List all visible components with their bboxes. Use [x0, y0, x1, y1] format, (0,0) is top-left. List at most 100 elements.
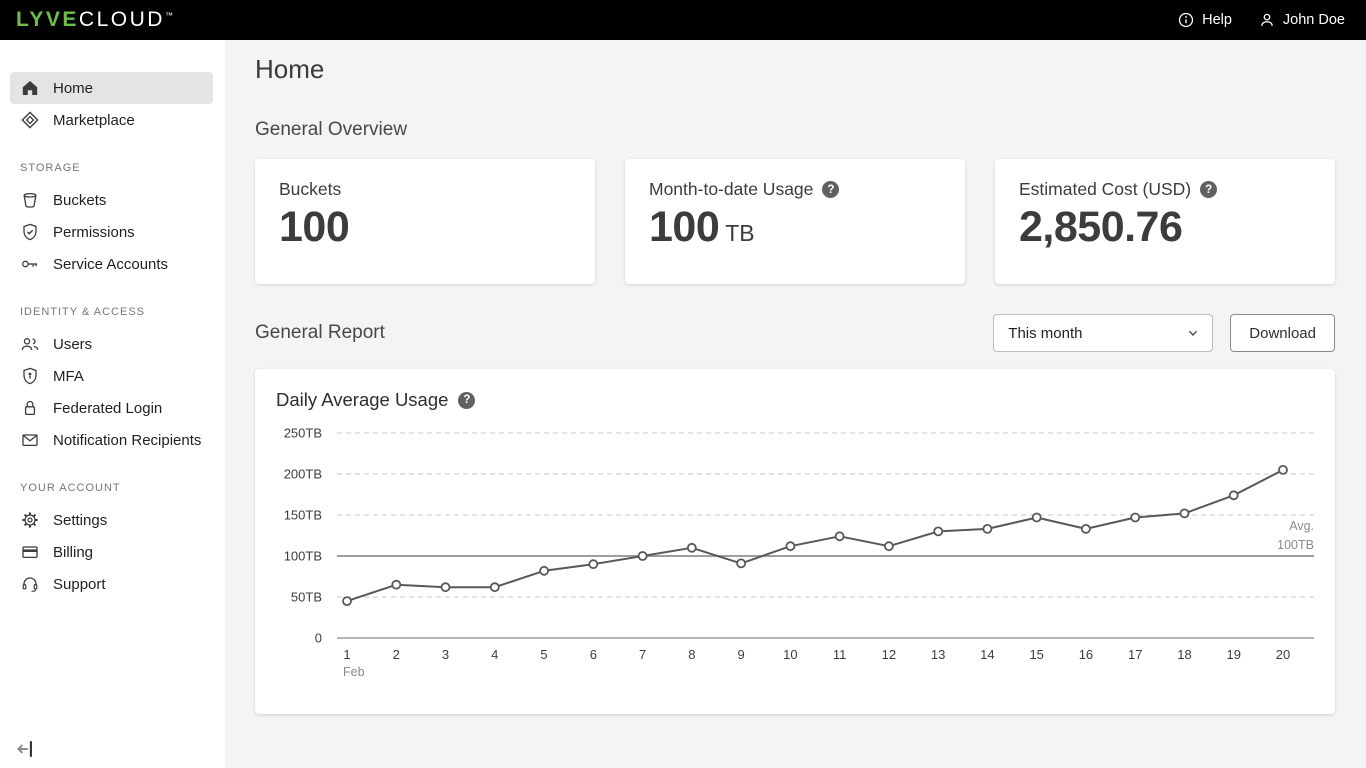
lyvecloud-logo[interactable]: LYVE CLOUD ™	[16, 8, 173, 32]
x-axis-tick-label: 7	[639, 647, 646, 662]
data-point	[489, 582, 500, 593]
sidebar-item-label: Service Accounts	[53, 255, 169, 273]
sidebar-item-label: Billing	[53, 543, 94, 561]
usage-line-series	[346, 469, 1284, 603]
sidebar-item-label: Buckets	[53, 191, 107, 209]
mfa-shield-icon	[23, 367, 37, 385]
buckets-card-label: Buckets	[279, 179, 342, 199]
sidebar-item-mfa[interactable]: MFA	[10, 360, 213, 392]
help-label: Help	[1202, 12, 1232, 28]
general-report-heading: General Report	[255, 322, 385, 343]
sidebar-item-marketplace[interactable]: Marketplace	[10, 104, 213, 136]
sidebar-item-label: Marketplace	[53, 111, 135, 129]
sidebar-item-home[interactable]: Home	[10, 72, 213, 104]
help-button[interactable]: Help	[1177, 11, 1232, 29]
sidebar-item-permissions[interactable]: Permissions	[10, 216, 213, 248]
x-axis-tick-label: 9	[737, 647, 744, 662]
sidebar-item-service-accounts[interactable]: Service Accounts	[10, 248, 213, 280]
home-icon	[22, 81, 38, 95]
logo-cloud: CLOUD	[78, 8, 165, 31]
data-point	[834, 531, 845, 542]
data-point	[637, 551, 648, 561]
sidebar-item-users[interactable]: Users	[10, 328, 213, 360]
gear-icon	[22, 512, 38, 528]
chevron-down-icon	[1189, 330, 1198, 336]
sidebar-section-your-account: YOUR ACCOUNT	[20, 482, 121, 494]
sidebar-item-billing[interactable]: Billing	[10, 536, 213, 568]
x-axis-tick-label: 6	[590, 647, 597, 662]
collapse-sidebar-button[interactable]	[14, 736, 40, 762]
overview-cards-row: Buckets 100 Month-to-date Usage ? 100 TB…	[255, 159, 1335, 284]
user-menu[interactable]: John Doe	[1258, 11, 1345, 29]
usage-card-label: Month-to-date Usage	[649, 179, 814, 199]
y-axis-tick-label: 150TB	[284, 508, 322, 523]
sidebar-section-identity-access: IDENTITY & ACCESS	[20, 306, 145, 318]
x-axis-tick-label: 2	[393, 647, 400, 662]
sidebar-item-label: Federated Login	[53, 399, 163, 417]
average-label: Avg.	[1289, 519, 1314, 533]
period-select[interactable]: This month	[993, 314, 1214, 352]
data-point	[1031, 512, 1042, 523]
x-axis-tick-label: 13	[931, 647, 945, 662]
y-axis-tick-label: 200TB	[284, 467, 322, 482]
sidebar-item-settings[interactable]: Settings	[10, 504, 213, 536]
x-axis-tick-label: 8	[688, 647, 695, 662]
data-point	[1179, 508, 1190, 519]
download-button[interactable]: Download	[1230, 314, 1335, 352]
general-overview-heading: General Overview	[255, 119, 408, 140]
x-axis-tick-label: 10	[783, 647, 797, 662]
data-point	[686, 542, 697, 553]
period-select-value: This month	[1008, 324, 1083, 342]
sidebar-item-label: MFA	[53, 367, 84, 385]
y-axis-tick-label: 0	[315, 631, 322, 646]
logo-trademark: ™	[164, 11, 173, 20]
data-point	[982, 524, 993, 534]
data-point	[736, 558, 747, 569]
x-axis-tick-label: 1	[343, 647, 350, 662]
sidebar-section-storage: STORAGE	[20, 162, 81, 174]
estimated-cost-card: Estimated Cost (USD) ? 2,850.76	[995, 159, 1335, 284]
top-header: LYVE CLOUD ™ Help John Doe	[0, 0, 1366, 40]
x-axis-tick-label: 16	[1079, 647, 1093, 662]
x-axis-tick-label: 5	[540, 647, 547, 662]
data-point	[933, 526, 944, 537]
y-axis-tick-label: 50TB	[291, 590, 322, 605]
sidebar-item-label: Permissions	[53, 223, 135, 241]
user-name: John Doe	[1282, 12, 1345, 28]
cost-card-label: Estimated Cost (USD)	[1019, 179, 1192, 199]
envelope-icon	[22, 434, 38, 447]
x-axis-tick-label: 18	[1177, 647, 1191, 662]
data-point	[1081, 524, 1091, 534]
users-icon	[21, 338, 39, 351]
sidebar-item-label: Notification Recipients	[53, 431, 202, 449]
sidebar-item-buckets[interactable]: Buckets	[10, 184, 213, 216]
x-axis-tick-label: 3	[442, 647, 449, 662]
x-axis-month-label: Feb	[343, 665, 365, 679]
page-title: Home	[255, 54, 325, 84]
main-content: Home General Overview Buckets 100 Month-…	[225, 40, 1366, 768]
data-point	[1278, 465, 1288, 475]
x-axis-tick-label: 4	[491, 647, 498, 662]
x-axis-tick-label: 15	[1029, 647, 1043, 662]
x-axis-tick-label: 17	[1128, 647, 1142, 662]
usage-help-icon[interactable]: ?	[822, 181, 840, 198]
shield-check-icon	[23, 223, 37, 241]
usage-card-unit: TB	[725, 220, 755, 246]
x-axis-tick-label: 20	[1276, 647, 1290, 662]
sidebar-item-federated-login[interactable]: Federated Login	[10, 392, 213, 424]
marketplace-icon	[21, 111, 39, 129]
sidebar-item-notification-recipients[interactable]: Notification Recipients	[10, 424, 213, 456]
credit-card-icon	[22, 546, 38, 559]
sidebar-item-label: Settings	[53, 511, 108, 529]
sidebar-item-label: Users	[53, 335, 93, 353]
x-axis-tick-label: 19	[1227, 647, 1241, 662]
data-point	[391, 579, 402, 590]
chart-help-icon[interactable]: ?	[458, 391, 476, 409]
data-point	[884, 541, 894, 552]
lock-icon	[24, 400, 36, 416]
y-axis-tick-label: 100TB	[284, 549, 322, 564]
sidebar-item-support[interactable]: Support	[10, 568, 213, 600]
cost-help-icon[interactable]: ?	[1200, 181, 1218, 198]
usage-card-value: 100	[649, 203, 720, 251]
